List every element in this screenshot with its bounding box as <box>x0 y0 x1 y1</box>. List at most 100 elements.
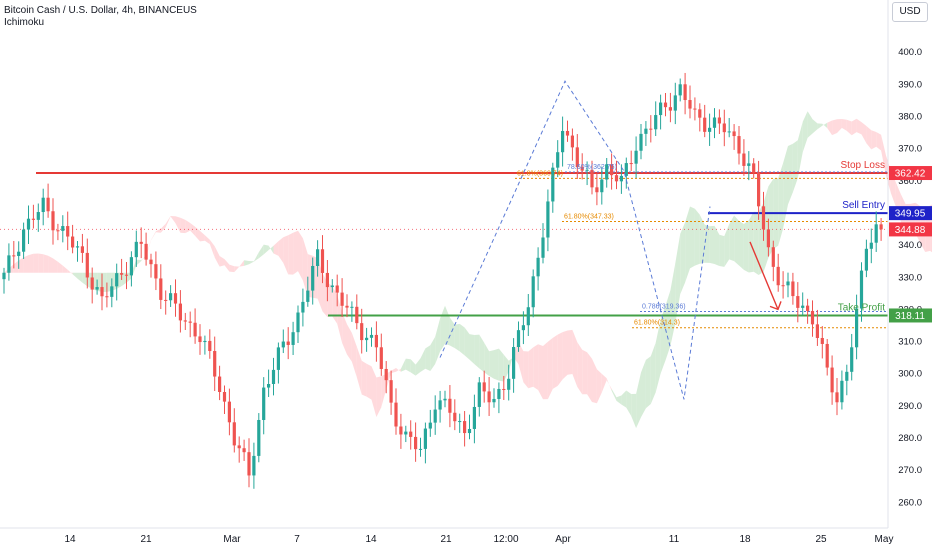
price-label-box <box>889 222 932 237</box>
candle-body <box>526 307 530 326</box>
candle-body <box>208 340 212 352</box>
candle-body <box>433 409 437 423</box>
candle-body <box>840 380 844 403</box>
cloud-segment <box>151 231 156 241</box>
cloud-segment <box>180 217 186 234</box>
cloud-segment <box>846 119 852 136</box>
candle-body <box>614 175 619 182</box>
cloud-segment <box>400 358 406 372</box>
cloud-segment <box>449 317 455 349</box>
cloud-segment <box>435 318 441 364</box>
candle-body <box>541 237 545 258</box>
cloud-segment <box>734 215 739 266</box>
cloud-segment <box>283 235 289 275</box>
candle-body <box>590 169 594 188</box>
candle-body <box>487 391 491 403</box>
cloud-segment <box>792 140 798 193</box>
candle-body <box>801 305 805 308</box>
candle-body <box>213 351 217 377</box>
cloud-segment <box>263 244 269 255</box>
cloud-segment <box>391 368 396 374</box>
candle-body <box>149 259 153 265</box>
cloud-segment <box>53 258 58 273</box>
candle-body <box>80 246 84 253</box>
candle-body <box>227 401 231 423</box>
cloud-segment <box>645 356 651 409</box>
cloud-segment <box>783 146 788 229</box>
cloud-segment <box>881 134 886 176</box>
candle-body <box>374 334 378 348</box>
cloud-segment <box>719 234 725 267</box>
candle-body <box>752 163 756 173</box>
candle-body <box>639 133 643 151</box>
candle-body <box>668 107 672 111</box>
cloud-segment <box>155 228 161 233</box>
cloud-segment <box>337 295 343 343</box>
candle-body <box>712 117 717 128</box>
price-label: 349.95 <box>895 209 926 220</box>
candle-body <box>36 212 40 220</box>
candle-body <box>134 241 138 258</box>
candle-body <box>267 383 271 388</box>
cloud-segment <box>503 354 509 382</box>
level-annotation: Stop Loss <box>841 160 885 171</box>
candle-body <box>31 218 35 220</box>
cloud-segment <box>626 390 632 416</box>
symbol-title: Bitcoin Cash / U.S. Dollar, 4h, BINANCEU… <box>4 5 197 16</box>
candle-body <box>673 95 677 111</box>
cloud-segment <box>33 253 39 273</box>
cloud-segment <box>572 329 578 387</box>
cloud-segment <box>562 330 568 380</box>
arrow-head <box>769 301 782 311</box>
candle-body <box>71 236 75 248</box>
y-tick-label: 400.0 <box>898 47 922 58</box>
candle-body <box>507 378 511 390</box>
indicator-label[interactable]: Ichimoku <box>4 17 45 28</box>
candle-body <box>144 243 148 260</box>
candle-body <box>443 398 447 401</box>
candle-body <box>120 273 124 275</box>
candle-body <box>742 153 746 166</box>
cloud-segment <box>778 163 784 246</box>
cloud-segment <box>332 286 338 324</box>
cloud-segment <box>136 259 142 266</box>
cloud-segment <box>611 388 617 401</box>
candle-body <box>379 347 383 369</box>
cloud-segment <box>224 259 230 272</box>
x-tick-label: Apr <box>555 534 571 545</box>
candle-body <box>698 109 702 118</box>
candle-body <box>409 431 413 437</box>
currency-button[interactable]: USD <box>892 2 928 22</box>
cloud-segment <box>827 120 833 136</box>
cloud-segment <box>866 126 872 150</box>
cloud-segment <box>72 272 78 279</box>
cloud-segment <box>567 329 573 375</box>
candle-body <box>252 455 256 476</box>
price-label-box <box>889 308 932 323</box>
price-label: 318.11 <box>895 311 925 322</box>
cloud-segment <box>552 334 558 389</box>
cloud-segment <box>489 350 494 379</box>
x-tick-label: 14 <box>365 534 377 545</box>
y-tick-label: 300.0 <box>898 369 922 380</box>
cloud-segment <box>376 376 382 417</box>
candle-body <box>810 310 815 325</box>
candle-body <box>203 340 207 343</box>
price-label: 344.88 <box>895 225 926 236</box>
cloud-segment <box>743 220 749 273</box>
candle-body <box>453 412 457 422</box>
cloud-segment <box>474 334 480 369</box>
candle-body <box>688 100 692 109</box>
candle-body <box>458 421 462 423</box>
level-annotation: Sell Entry <box>842 200 885 211</box>
candle-body <box>178 303 182 321</box>
candle-body <box>222 391 227 402</box>
x-tick-label: 12:00 <box>493 534 518 545</box>
cloud-segment <box>288 232 294 275</box>
y-tick-label: 270.0 <box>898 465 922 476</box>
cloud-segment <box>430 336 436 371</box>
cloud-segment <box>48 255 53 273</box>
candle-body <box>482 382 486 392</box>
candle-body <box>41 197 45 213</box>
